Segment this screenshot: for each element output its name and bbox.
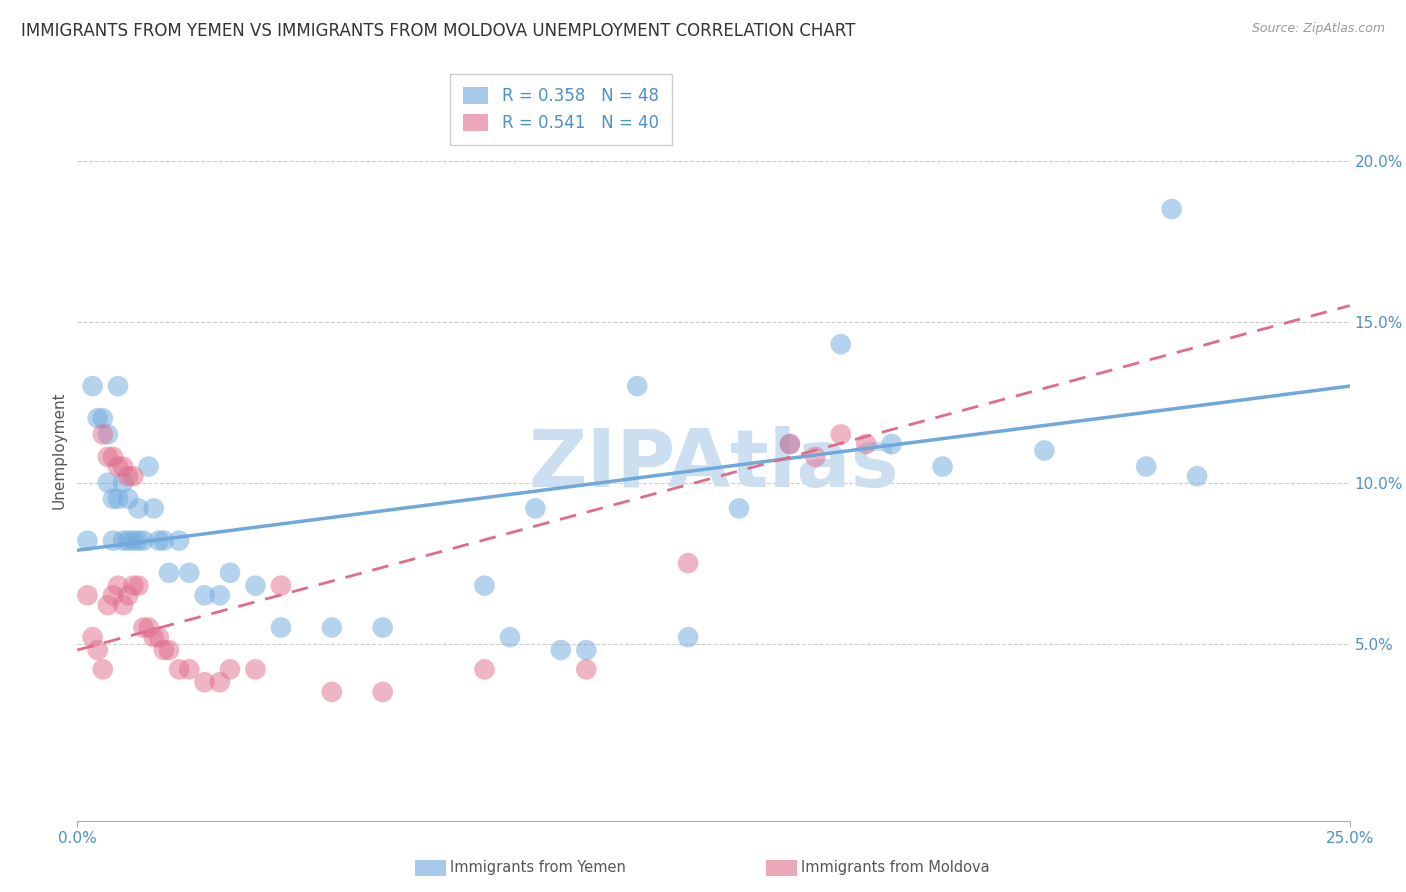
Text: Source: ZipAtlas.com: Source: ZipAtlas.com [1251,22,1385,36]
Point [179,566,201,580]
Point [101,450,124,464]
Point [880,437,903,451]
Point [167,533,190,548]
Text: IMMIGRANTS FROM YEMEN VS IMMIGRANTS FROM MOLDOVA UNEMPLOYMENT CORRELATION CHART: IMMIGRANTS FROM YEMEN VS IMMIGRANTS FROM… [21,22,855,40]
Point [132,620,155,634]
Point [830,427,852,442]
Point [122,533,145,548]
Point [142,630,165,644]
Point [138,459,160,474]
Point [86,411,108,425]
Point [112,475,135,490]
Point [153,643,176,657]
Point [148,533,170,548]
Point [122,469,145,483]
Point [101,533,124,548]
Point [107,379,129,393]
Point [779,437,801,451]
Point [626,379,648,393]
Point [76,533,98,548]
Point [153,533,176,548]
Point [855,437,877,451]
Point [728,501,751,516]
Point [1185,469,1208,483]
Point [474,662,496,676]
Point [194,588,217,602]
Point [132,533,155,548]
Point [524,501,547,516]
Point [157,566,180,580]
Point [82,379,104,393]
Point [499,630,522,644]
Point [179,662,201,676]
Point [112,598,135,612]
Point [474,579,496,593]
Point [270,579,292,593]
Point [117,491,139,506]
Point [1135,459,1157,474]
Point [148,630,170,644]
Point [157,643,180,657]
Point [112,459,135,474]
Point [779,437,801,451]
Text: Immigrants from Yemen: Immigrants from Yemen [450,861,626,875]
Text: ZIPAtlas: ZIPAtlas [529,426,898,504]
Point [127,533,149,548]
Point [122,579,145,593]
Point [97,450,120,464]
Point [127,579,149,593]
Point [91,662,114,676]
Point [575,643,598,657]
Point [830,337,852,351]
Point [97,427,120,442]
Text: Immigrants from Moldova: Immigrants from Moldova [801,861,990,875]
Point [107,459,129,474]
Point [97,598,120,612]
Point [138,620,160,634]
Y-axis label: Unemployment: Unemployment [51,392,66,509]
Point [194,675,217,690]
Point [117,533,139,548]
Point [117,469,139,483]
Point [676,556,699,570]
Point [371,620,394,634]
Point [245,662,267,676]
Point [208,588,231,602]
Point [676,630,699,644]
Point [142,501,165,516]
Point [804,450,827,464]
Point [575,662,598,676]
Point [550,643,572,657]
Point [245,579,267,593]
Point [208,675,231,690]
Point [219,566,242,580]
Point [101,491,124,506]
Point [371,685,394,699]
Point [1033,443,1056,458]
Legend: R = 0.358   N = 48, R = 0.541   N = 40: R = 0.358 N = 48, R = 0.541 N = 40 [450,74,672,145]
Point [107,579,129,593]
Point [321,620,343,634]
Point [127,501,149,516]
Point [97,475,120,490]
Point [112,533,135,548]
Point [270,620,292,634]
Point [91,427,114,442]
Point [117,588,139,602]
Point [107,491,129,506]
Point [321,685,343,699]
Point [931,459,953,474]
Point [167,662,190,676]
Point [82,630,104,644]
Point [86,643,108,657]
Point [219,662,242,676]
Point [101,588,124,602]
Point [1160,202,1182,216]
Point [76,588,98,602]
Point [91,411,114,425]
